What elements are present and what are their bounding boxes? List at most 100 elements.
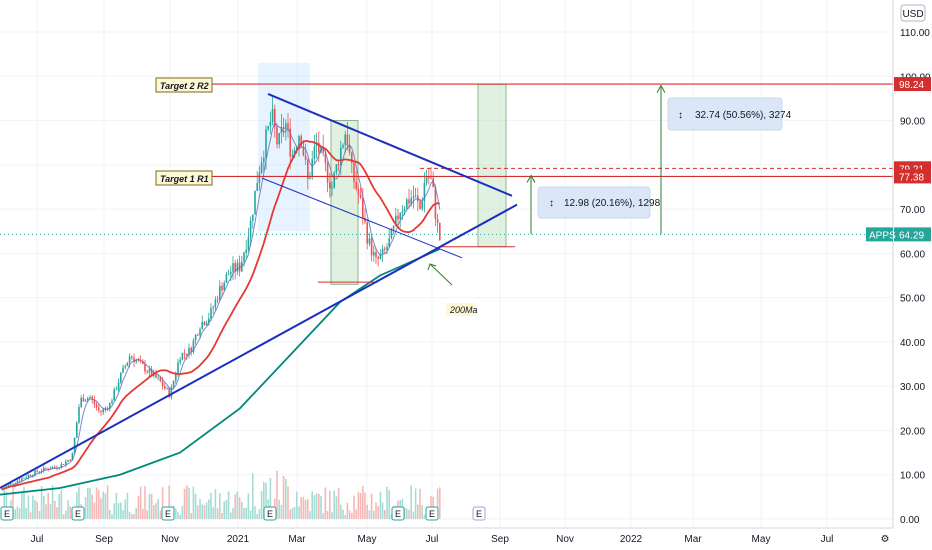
volume-bar	[403, 507, 406, 519]
volume-bar	[93, 502, 96, 519]
volume-bar	[249, 510, 252, 519]
currency-label: USD	[902, 9, 923, 20]
volume-bar	[109, 509, 111, 519]
arrow-head	[526, 174, 536, 183]
volume-bar	[346, 502, 349, 519]
earnings-icon-future: E	[472, 506, 486, 521]
trend-drawings	[0, 84, 666, 489]
ma200-annotation[interactable]: 200Ma	[427, 263, 478, 316]
candle-body	[280, 127, 283, 134]
volume-bar	[161, 487, 164, 519]
candle-body	[214, 299, 217, 308]
candle-body	[245, 249, 247, 253]
ma50-line	[1, 139, 440, 491]
volume-bar	[133, 514, 135, 519]
target-2-label[interactable]: Target 2 R2	[155, 77, 213, 93]
volume-bar	[144, 486, 146, 519]
volume-bar	[100, 498, 102, 519]
volume-bar	[212, 507, 214, 519]
candle-body	[29, 474, 32, 477]
volume-bar	[278, 499, 280, 519]
candle-body	[82, 397, 85, 402]
volume-bar	[260, 491, 263, 519]
volume-bar	[168, 485, 170, 519]
volume-bar	[25, 507, 27, 519]
volume-bar	[60, 490, 63, 519]
volume-bar	[373, 510, 375, 519]
measure-text-1: 12.98 (20.16%), 1298	[564, 198, 661, 209]
volume-bar	[232, 508, 234, 519]
earnings-letter: E	[165, 509, 171, 519]
volume-bar	[311, 491, 313, 519]
trendline-mid	[261, 177, 463, 259]
volume-bar	[78, 487, 80, 519]
candle-body	[355, 181, 357, 189]
target-1-label[interactable]: Target 1 R1	[155, 170, 213, 186]
volume-bar	[186, 485, 188, 519]
volume-bar	[29, 512, 32, 519]
candle-body	[379, 254, 382, 259]
volume-bar	[18, 508, 21, 519]
candle-body	[408, 199, 410, 204]
x-tick-label: Mar	[684, 534, 702, 545]
candle-body	[221, 285, 223, 291]
volume-bar	[333, 490, 335, 519]
symbol-badge	[866, 227, 893, 242]
earnings-icon: E	[161, 506, 175, 521]
candle-body	[252, 214, 254, 221]
volume-bar	[406, 508, 408, 519]
candle-body	[263, 157, 265, 163]
volume-bar	[150, 493, 153, 519]
candle-body	[392, 225, 395, 230]
earnings-letter: E	[429, 509, 435, 519]
y-tick-label: 90.00	[900, 117, 925, 128]
volume-bar	[69, 506, 71, 519]
volume-bar	[84, 496, 87, 519]
x-tick-label: Mar	[288, 534, 306, 545]
volume-bar	[243, 507, 245, 519]
candle-body	[428, 176, 430, 179]
candle-body	[423, 182, 426, 202]
y-tick-label: 60.00	[900, 249, 925, 260]
time-scale[interactable]: Jul Sep Nov 2021 Mar May Jul Sep Nov 2022 Mar May Ju…	[31, 534, 890, 545]
candle-body	[120, 372, 122, 383]
volume-bar	[337, 487, 340, 519]
candle-body	[419, 201, 421, 209]
candle-body	[346, 134, 349, 146]
measure-box-1[interactable]: ↕ 12.98 (20.16%), 1298	[537, 186, 661, 219]
volume-bar	[142, 508, 144, 519]
volume-bar	[366, 504, 368, 519]
zone-green	[477, 83, 507, 248]
candle-body	[131, 356, 133, 358]
measure-box-2[interactable]: ↕ 32.74 (50.56%), 3274	[667, 97, 792, 131]
volume-bar	[54, 500, 56, 519]
volume-bar	[40, 485, 43, 519]
volume-bar	[313, 495, 316, 519]
candle-body	[227, 274, 230, 276]
volume-bar	[120, 502, 122, 519]
x-tick-label: Jul	[426, 534, 439, 545]
y-tick-label: 20.00	[900, 426, 925, 437]
volume-bar	[5, 491, 8, 519]
volume-bar	[230, 512, 232, 519]
candle-body	[95, 404, 98, 408]
candle-body	[170, 387, 173, 398]
volume-bar	[289, 509, 291, 519]
candle-body	[80, 397, 82, 407]
currency-badge[interactable]	[900, 4, 926, 22]
volume-bar	[439, 487, 441, 519]
candle-body	[307, 159, 309, 179]
volume-bar	[177, 512, 179, 519]
candle-body	[45, 467, 47, 469]
candle-body	[115, 389, 118, 391]
candle-body	[71, 452, 74, 461]
arrow-head	[656, 84, 666, 93]
candle-body	[208, 318, 210, 323]
candle-body	[278, 133, 280, 145]
volume-bar	[38, 511, 41, 519]
y-tick-label: 40.00	[900, 338, 925, 349]
volume-bar	[340, 504, 342, 519]
price-scale[interactable]: 0.0010.0020.0030.0040.0050.0060.0070.008…	[900, 28, 931, 526]
candle-body	[318, 142, 320, 153]
